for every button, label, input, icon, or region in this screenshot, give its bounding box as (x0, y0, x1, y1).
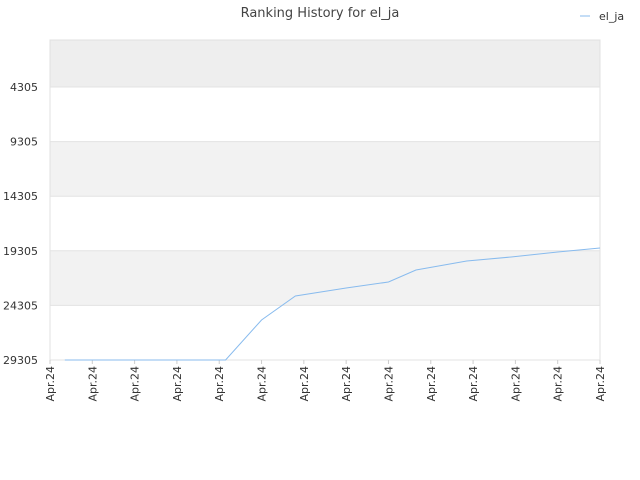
plot-band (50, 40, 600, 88)
x-tick-label: Apr.24 (552, 366, 565, 402)
chart-title: Ranking History for el_ja (241, 6, 400, 21)
x-tick-label: Apr.24 (425, 366, 438, 402)
y-tick-label: 4305 (10, 81, 38, 94)
x-tick-label: Apr.24 (129, 366, 142, 402)
x-tick-label: Apr.24 (256, 366, 269, 402)
x-tick-label: Apr.24 (213, 366, 226, 402)
x-tick-label: Apr.24 (298, 366, 311, 402)
legend-label: el_ja (599, 10, 624, 23)
y-tick-label: 29305 (3, 354, 38, 367)
plot-band (50, 87, 600, 142)
x-tick-label: Apr.24 (382, 366, 395, 402)
x-tick-label: Apr.24 (86, 366, 99, 402)
plot-band (50, 141, 600, 197)
plot-band (50, 196, 600, 251)
y-tick-label: 9305 (10, 136, 38, 149)
x-tick-label: Apr.24 (171, 366, 184, 402)
series-line (64, 247, 601, 361)
x-tick-label: Apr.24 (467, 366, 480, 402)
x-tick-label: Apr.24 (44, 366, 57, 402)
plot-band (50, 250, 600, 306)
x-tick-label: Apr.24 (594, 366, 607, 402)
x-tick-label: Apr.24 (340, 366, 353, 402)
x-tick-label: Apr.24 (509, 366, 522, 402)
plot-band (50, 305, 600, 360)
y-tick-label: 19305 (3, 245, 38, 258)
y-tick-label: 14305 (3, 190, 38, 203)
y-tick-label: 24305 (3, 299, 38, 312)
